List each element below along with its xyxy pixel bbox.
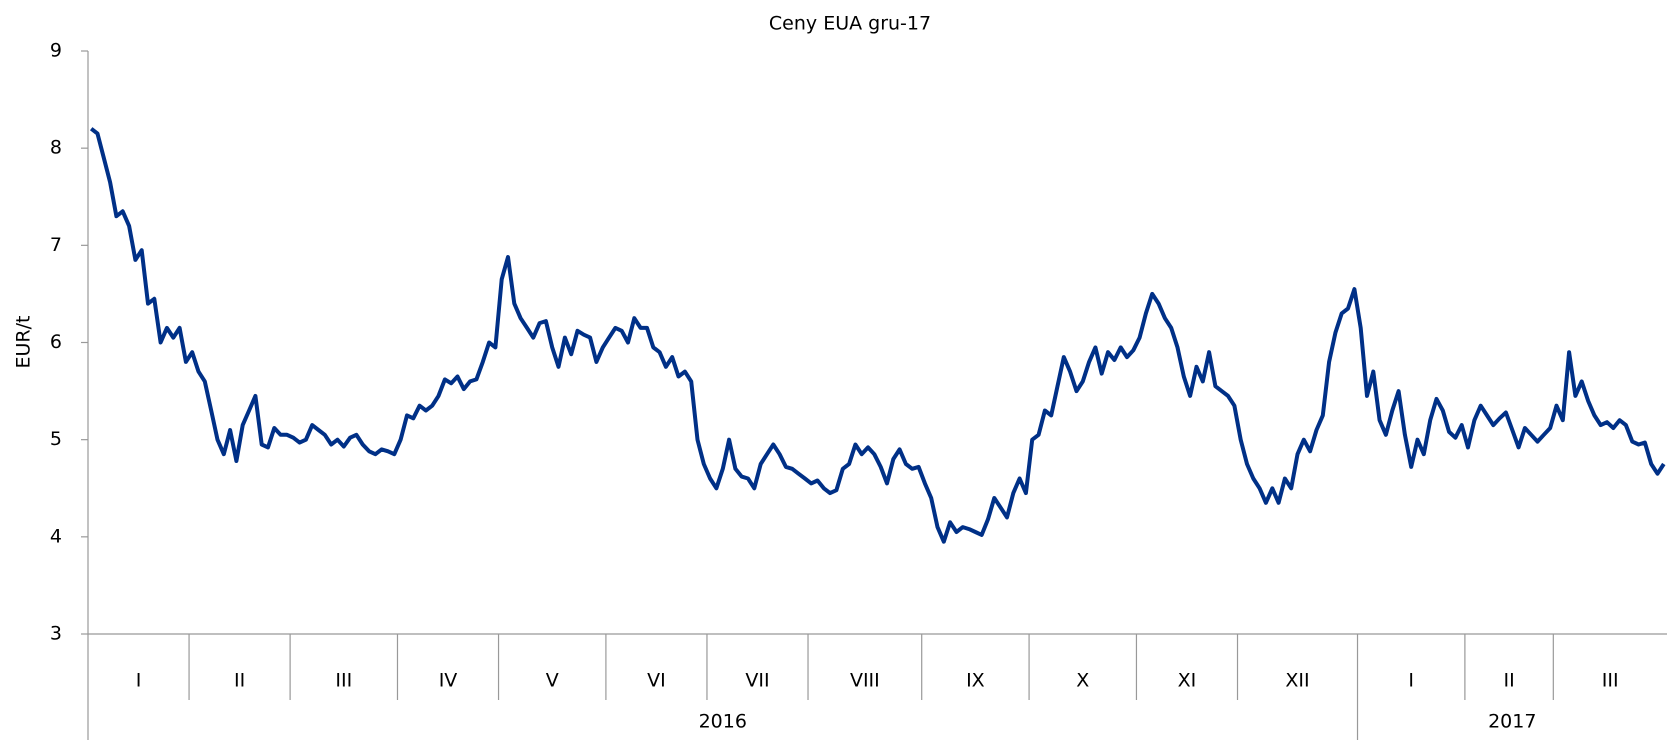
month-label: II <box>1503 670 1514 692</box>
y-tick-label: 5 <box>50 428 62 450</box>
month-label: V <box>546 670 559 692</box>
month-label: VIII <box>850 670 880 692</box>
price-line <box>89 127 1666 544</box>
month-label: X <box>1076 670 1089 692</box>
year-label: 2016 <box>699 711 747 733</box>
month-label: IX <box>966 670 985 692</box>
y-tick-label: 8 <box>50 137 62 159</box>
y-tick-label: 7 <box>50 234 62 256</box>
month-label: III <box>335 670 352 692</box>
month-label: I <box>136 670 142 692</box>
y-tick-label: 9 <box>50 40 62 62</box>
year-label: 2017 <box>1488 711 1536 733</box>
month-label: XI <box>1178 670 1197 692</box>
month-label: VI <box>647 670 666 692</box>
y-axis-label: EUR/t <box>13 316 35 369</box>
y-tick-label: 3 <box>50 623 62 645</box>
month-label: I <box>1408 670 1414 692</box>
month-label: II <box>234 670 245 692</box>
month-label: III <box>1602 670 1619 692</box>
month-label: IV <box>439 670 458 692</box>
chart-title: Ceny EUA gru-17 <box>769 13 931 35</box>
y-tick-label: 4 <box>50 525 62 547</box>
y-tick-label: 6 <box>50 331 62 353</box>
month-label: XII <box>1285 670 1309 692</box>
month-label: VII <box>745 670 769 692</box>
